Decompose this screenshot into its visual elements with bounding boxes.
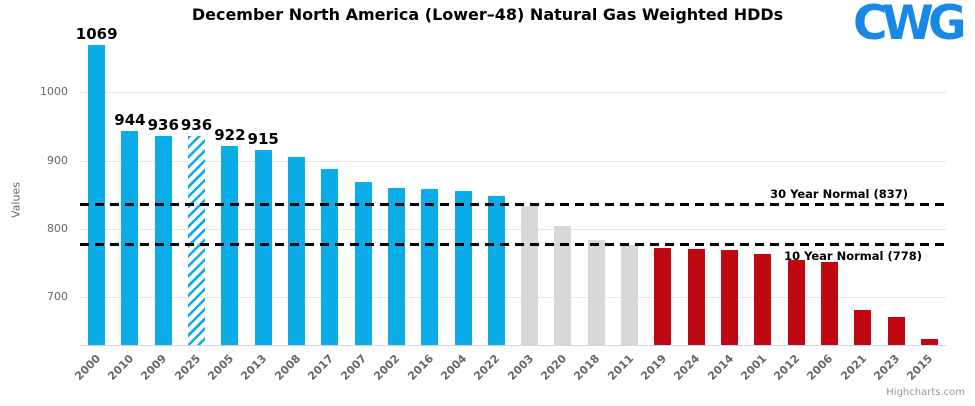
x-axis-label-2001: 2001: [738, 352, 769, 383]
x-axis-label-2025: 2025: [171, 352, 203, 383]
x-axis-label-2024: 2024: [671, 352, 703, 383]
y-tick-label-1000: 1000: [40, 85, 68, 99]
x-axis-label-2013: 2013: [238, 352, 270, 383]
x-axis-label-2002: 2002: [371, 352, 403, 383]
bar-value-label-2013: 915: [247, 130, 279, 149]
plot-line-label-837: 30 Year Normal (837): [770, 186, 908, 201]
x-axis-label-2000: 2000: [71, 352, 103, 383]
bar-2019[interactable]: [654, 248, 672, 345]
bar-2004[interactable]: [454, 190, 472, 345]
x-axis-label-2017: 2017: [305, 352, 336, 383]
bar-2025[interactable]: [188, 136, 206, 345]
bar-value-label-2025: 936: [180, 116, 213, 135]
bar-2008[interactable]: [288, 157, 305, 345]
bar-2015[interactable]: [920, 338, 938, 345]
x-axis-label-2023: 2023: [871, 352, 903, 383]
bar-2018[interactable]: [587, 239, 605, 345]
bar-2024[interactable]: [687, 248, 705, 345]
bar-2007[interactable]: [354, 181, 372, 345]
y-tick-label-700: 700: [47, 290, 68, 304]
x-axis-label-2020: 2020: [538, 352, 570, 383]
x-axis-label-2005: 2005: [205, 352, 237, 383]
x-axis-label-2007: 2007: [338, 352, 370, 383]
x-axis-label-2015: 2015: [904, 352, 936, 383]
plot-line-778: [80, 242, 946, 246]
bar-2011[interactable]: [621, 244, 639, 345]
bar-2021[interactable]: [854, 310, 872, 345]
y-gridline-1000: [80, 92, 946, 94]
bar-2001[interactable]: [754, 253, 772, 345]
y-gridline-800: [80, 228, 946, 230]
bar-2013[interactable]: [254, 150, 272, 345]
x-axis-label-2008: 2008: [271, 352, 303, 383]
bar-2022[interactable]: [487, 195, 505, 345]
plot-line-label-778: 10 Year Normal (778): [784, 248, 922, 263]
x-axis-label-2021: 2021: [838, 352, 869, 383]
bar-2002[interactable]: [387, 187, 405, 345]
x-axis-label-2003: 2003: [504, 352, 536, 383]
bar-value-label-2000: 1069: [75, 25, 118, 44]
x-axis-label-2022: 2022: [471, 352, 503, 383]
plot-area: 30 Year Normal (837) 10 Year Normal (778)…: [76, 25, 946, 346]
x-axis-label-2018: 2018: [571, 352, 603, 383]
bar-2003[interactable]: [521, 206, 539, 345]
y-gridline-900: [80, 160, 946, 162]
bar-2016[interactable]: [421, 189, 439, 345]
bar-2000[interactable]: [88, 45, 106, 345]
bar-value-label-2010: 944: [114, 110, 146, 129]
bar-2014[interactable]: [721, 250, 738, 345]
bar-2017[interactable]: [321, 168, 339, 345]
x-axis-label-2019: 2019: [638, 352, 670, 383]
bar-value-label-2005: 922: [214, 125, 246, 144]
bar-2010[interactable]: [121, 130, 139, 345]
bar-2012[interactable]: [787, 259, 805, 345]
x-axis-label-2012: 2012: [771, 352, 803, 383]
y-gridline-700: [80, 297, 946, 299]
x-axis-label-2011: 2011: [604, 352, 636, 383]
bar-value-label-2009: 936: [147, 116, 179, 135]
bar-2006[interactable]: [820, 262, 838, 345]
x-axis-label-2006: 2006: [804, 352, 836, 383]
x-axis-line: [80, 345, 946, 346]
bar-2009[interactable]: [154, 136, 172, 345]
bar-2020[interactable]: [554, 226, 572, 345]
highcharts-credit[interactable]: Highcharts.com: [886, 387, 965, 398]
x-axis-label-2014: 2014: [704, 352, 736, 383]
bar-2023[interactable]: [887, 317, 905, 345]
y-tick-label-900: 900: [47, 153, 68, 167]
x-axis-label-2004: 2004: [438, 352, 470, 383]
cwg-logo: CWG: [853, 0, 967, 51]
y-tick-label-800: 800: [47, 221, 68, 235]
x-axis-label-2009: 2009: [138, 352, 170, 383]
plot-line-837: [80, 202, 946, 206]
x-axis-label-2016: 2016: [405, 352, 436, 383]
y-axis-title: Values: [9, 182, 23, 218]
chart-title: December North America (Lower–48) Natura…: [191, 5, 784, 24]
x-axis-label-2010: 2010: [105, 352, 137, 383]
